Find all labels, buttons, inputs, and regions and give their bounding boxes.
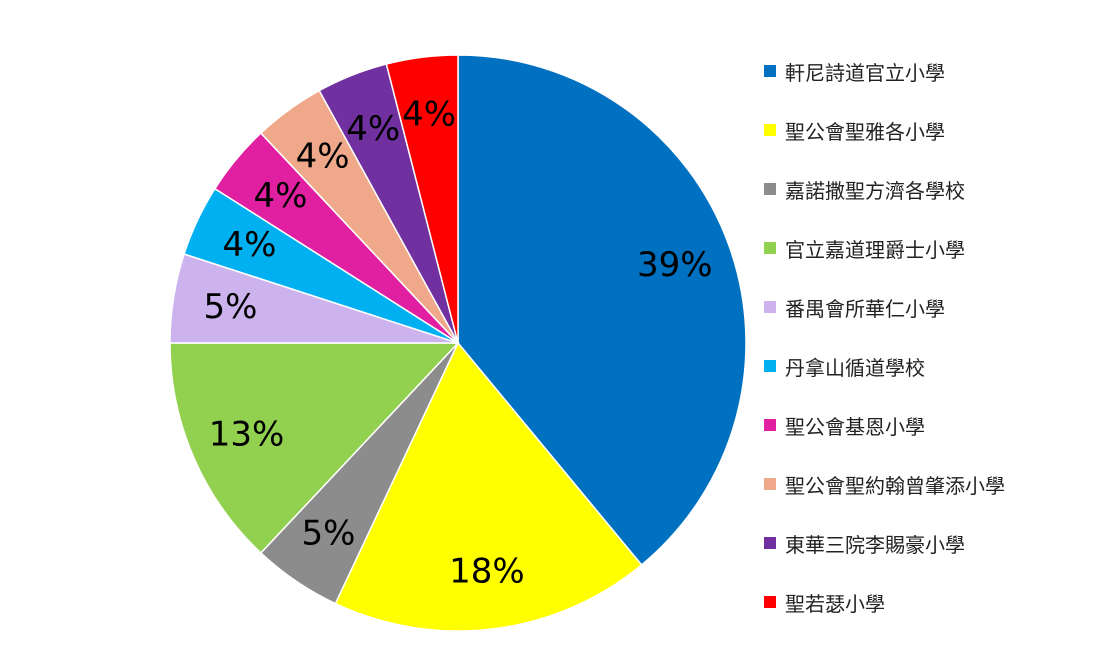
legend-item: 番禺會所華仁小學 xyxy=(764,292,945,322)
legend-item: 聖公會聖雅各小學 xyxy=(764,115,945,145)
legend-swatch xyxy=(764,301,776,313)
pie-slice xyxy=(334,341,643,632)
legend-item: 官立嘉道理爵士小學 xyxy=(764,233,965,263)
legend-item: 丹拿山循道學校 xyxy=(764,351,925,381)
legend-label: 官立嘉道理爵士小學 xyxy=(785,237,965,262)
legend-label: 聖公會聖雅各小學 xyxy=(785,119,945,144)
legend-item: 聖若瑟小學 xyxy=(764,587,885,617)
slice-data-label: 4% xyxy=(296,137,350,177)
slice-data-label: 5% xyxy=(203,287,257,327)
legend-label: 軒尼詩道官立小學 xyxy=(785,60,945,85)
legend-swatch xyxy=(764,65,776,77)
legend-item: 聖公會基恩小學 xyxy=(764,410,925,440)
legend-swatch xyxy=(764,124,776,136)
pie-slice xyxy=(457,54,747,566)
legend-label: 東華三院李賜豪小學 xyxy=(785,532,965,557)
legend-label: 丹拿山循道學校 xyxy=(785,355,925,380)
legend-label: 聖公會聖約翰曾肇添小學 xyxy=(785,473,1005,498)
legend-swatch xyxy=(764,537,776,549)
legend-swatch xyxy=(764,596,776,608)
legend-swatch xyxy=(764,242,776,254)
pie-slice xyxy=(169,342,460,555)
slice-data-label: 13% xyxy=(209,415,285,455)
legend-label: 番禺會所華仁小學 xyxy=(785,296,945,321)
legend-label: 聖公會基恩小學 xyxy=(785,414,925,439)
legend-swatch xyxy=(764,183,776,195)
pie-slice xyxy=(385,54,459,344)
slice-data-label: 39% xyxy=(637,245,713,285)
legend-item: 東華三院李賜豪小學 xyxy=(764,528,965,558)
legend-swatch xyxy=(764,360,776,372)
slice-data-label: 4% xyxy=(346,109,400,149)
legend-label: 聖若瑟小學 xyxy=(785,591,885,616)
slice-data-label: 4% xyxy=(402,94,456,134)
slice-data-label: 5% xyxy=(302,514,356,554)
slice-data-label: 18% xyxy=(449,552,525,592)
legend-swatch xyxy=(764,478,776,490)
legend-item: 嘉諾撒聖方濟各學校 xyxy=(764,174,965,204)
legend-item: 軒尼詩道官立小學 xyxy=(764,56,945,86)
slice-data-label: 4% xyxy=(253,176,307,216)
legend-item: 聖公會聖約翰曾肇添小學 xyxy=(764,469,1005,499)
slice-data-label: 4% xyxy=(223,225,277,265)
legend-swatch xyxy=(764,419,776,431)
legend-label: 嘉諾撒聖方濟各學校 xyxy=(785,178,965,203)
